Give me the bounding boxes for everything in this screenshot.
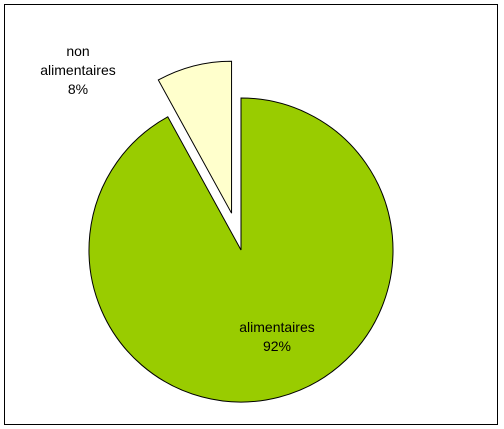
pie-slice — [157, 60, 233, 214]
chart-border — [4, 4, 498, 425]
category-label: non alimentaires — [40, 43, 116, 78]
category-label: alimentaires — [239, 319, 315, 335]
pie-slice — [88, 97, 394, 403]
value-label: 92% — [262, 338, 292, 354]
slice-label: alimentaires 92% — [222, 318, 332, 356]
slice-label: non alimentaires 8% — [28, 42, 128, 99]
value-label: 8% — [67, 81, 89, 97]
